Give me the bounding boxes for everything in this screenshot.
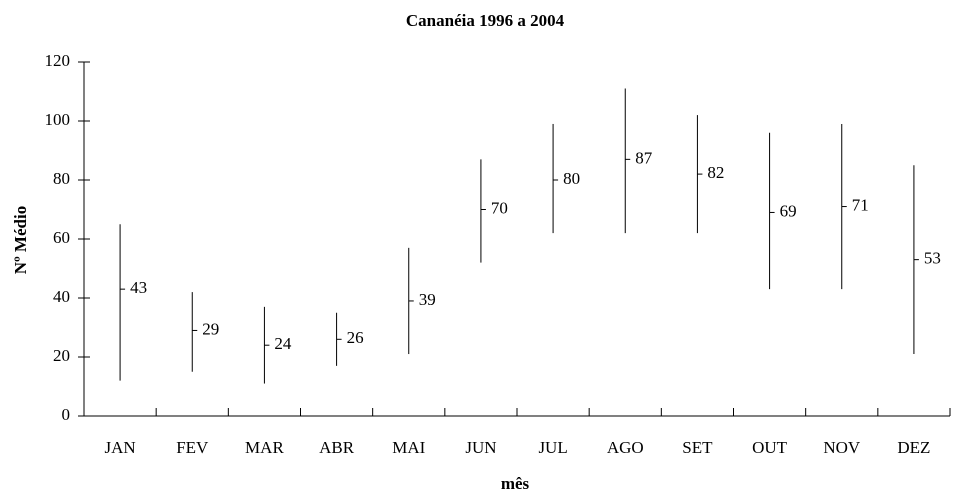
value-label: 71 [852, 195, 869, 214]
x-tick-label: OUT [752, 438, 788, 457]
value-label: 80 [563, 169, 580, 188]
y-tick-label: 80 [53, 169, 70, 188]
value-label: 24 [274, 334, 292, 353]
x-tick-label: JAN [104, 438, 135, 457]
value-label: 26 [347, 328, 364, 347]
y-axis-label: Nº Médio [11, 206, 30, 274]
x-tick-label: MAR [245, 438, 284, 457]
x-tick-label: JUN [465, 438, 496, 457]
x-tick-label: ABR [319, 438, 355, 457]
y-tick-label: 0 [62, 405, 71, 424]
value-label: 53 [924, 249, 941, 268]
x-tick-label: DEZ [897, 438, 930, 457]
y-tick-label: 20 [53, 346, 70, 365]
x-tick-label: SET [682, 438, 713, 457]
y-tick-label: 60 [53, 228, 70, 247]
value-label: 69 [780, 201, 797, 220]
x-tick-label: JUL [538, 438, 567, 457]
value-label: 29 [202, 319, 219, 338]
value-label: 39 [419, 290, 436, 309]
value-label: 82 [707, 163, 724, 182]
chart-title: Cananéia 1996 a 2004 [406, 11, 565, 30]
x-tick-label: NOV [823, 438, 861, 457]
value-label: 87 [635, 148, 653, 167]
value-label: 70 [491, 198, 508, 217]
y-tick-label: 120 [45, 51, 71, 70]
y-tick-label: 40 [53, 287, 70, 306]
x-tick-label: MAI [392, 438, 425, 457]
y-tick-label: 100 [45, 110, 71, 129]
x-tick-label: FEV [176, 438, 209, 457]
x-axis-label: mês [501, 474, 530, 493]
value-label: 43 [130, 278, 147, 297]
x-tick-label: AGO [607, 438, 644, 457]
